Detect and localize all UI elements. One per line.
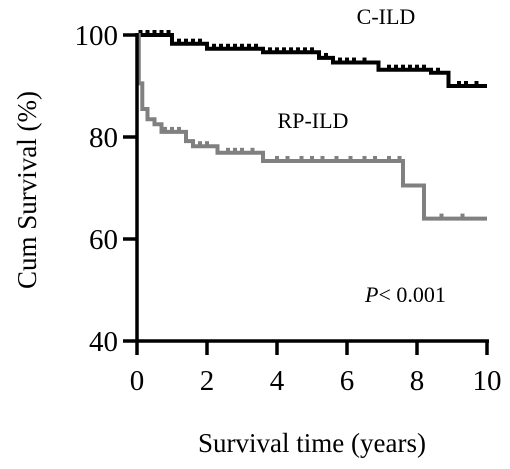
ticks-layer: 40 60 80 100 0 2 4 6 8 10	[75, 20, 502, 397]
y-axis-label: Cum Survival (%)	[12, 91, 42, 289]
p-value-annotation: P< 0.001	[364, 282, 446, 307]
p-value-symbol: P	[364, 282, 378, 307]
x-tick-label: 10	[473, 365, 502, 397]
x-tick-label: 0	[130, 365, 145, 397]
series-label-c-ild: C-ILD	[357, 4, 416, 29]
y-tick-label: 40	[89, 326, 118, 358]
x-tick-label: 4	[270, 365, 285, 397]
curves-layer	[136, 30, 487, 221]
p-value-text: < 0.001	[378, 282, 445, 307]
x-tick-label: 2	[200, 365, 215, 397]
y-tick-label: 80	[89, 122, 118, 154]
series-line-c-ild	[137, 33, 487, 88]
y-tick-label: 100	[75, 20, 119, 52]
axes-layer	[135, 33, 489, 343]
y-tick-label: 60	[89, 224, 118, 256]
series-line-rp-ild	[136, 33, 487, 221]
series-label-rp-ild: RP-ILD	[278, 108, 349, 133]
x-axis-label: Survival time (years)	[198, 428, 426, 458]
x-tick-label: 6	[340, 365, 355, 397]
x-tick-label: 8	[410, 365, 425, 397]
